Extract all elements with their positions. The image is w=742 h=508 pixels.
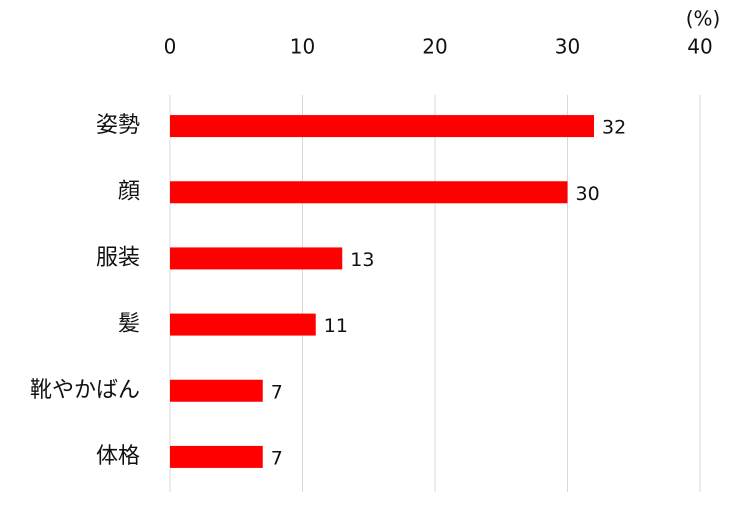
value-label: 7 xyxy=(271,381,283,403)
bar xyxy=(170,115,594,138)
x-tick-label: 40 xyxy=(687,35,712,59)
value-label: 11 xyxy=(324,315,348,337)
category-label: 顔 xyxy=(118,179,140,204)
axis-unit: (%) xyxy=(686,7,721,31)
category-label: 靴やかばん xyxy=(30,378,140,403)
bar xyxy=(170,181,568,204)
x-tick-label: 30 xyxy=(555,35,580,59)
bar xyxy=(170,379,263,402)
value-label: 13 xyxy=(350,249,374,271)
bar xyxy=(170,445,263,468)
x-tick-label: 0 xyxy=(164,35,177,59)
x-tick-label: 20 xyxy=(422,35,447,59)
value-label: 30 xyxy=(576,183,600,205)
category-label: 服装 xyxy=(96,245,140,270)
category-label: 体格 xyxy=(96,444,140,469)
category-label: 姿勢 xyxy=(96,113,140,138)
value-label: 7 xyxy=(271,447,283,469)
bar xyxy=(170,247,343,270)
x-tick-label: 10 xyxy=(290,35,315,59)
value-label: 32 xyxy=(602,117,626,139)
bar xyxy=(170,313,316,336)
category-label: 髪 xyxy=(118,312,140,337)
